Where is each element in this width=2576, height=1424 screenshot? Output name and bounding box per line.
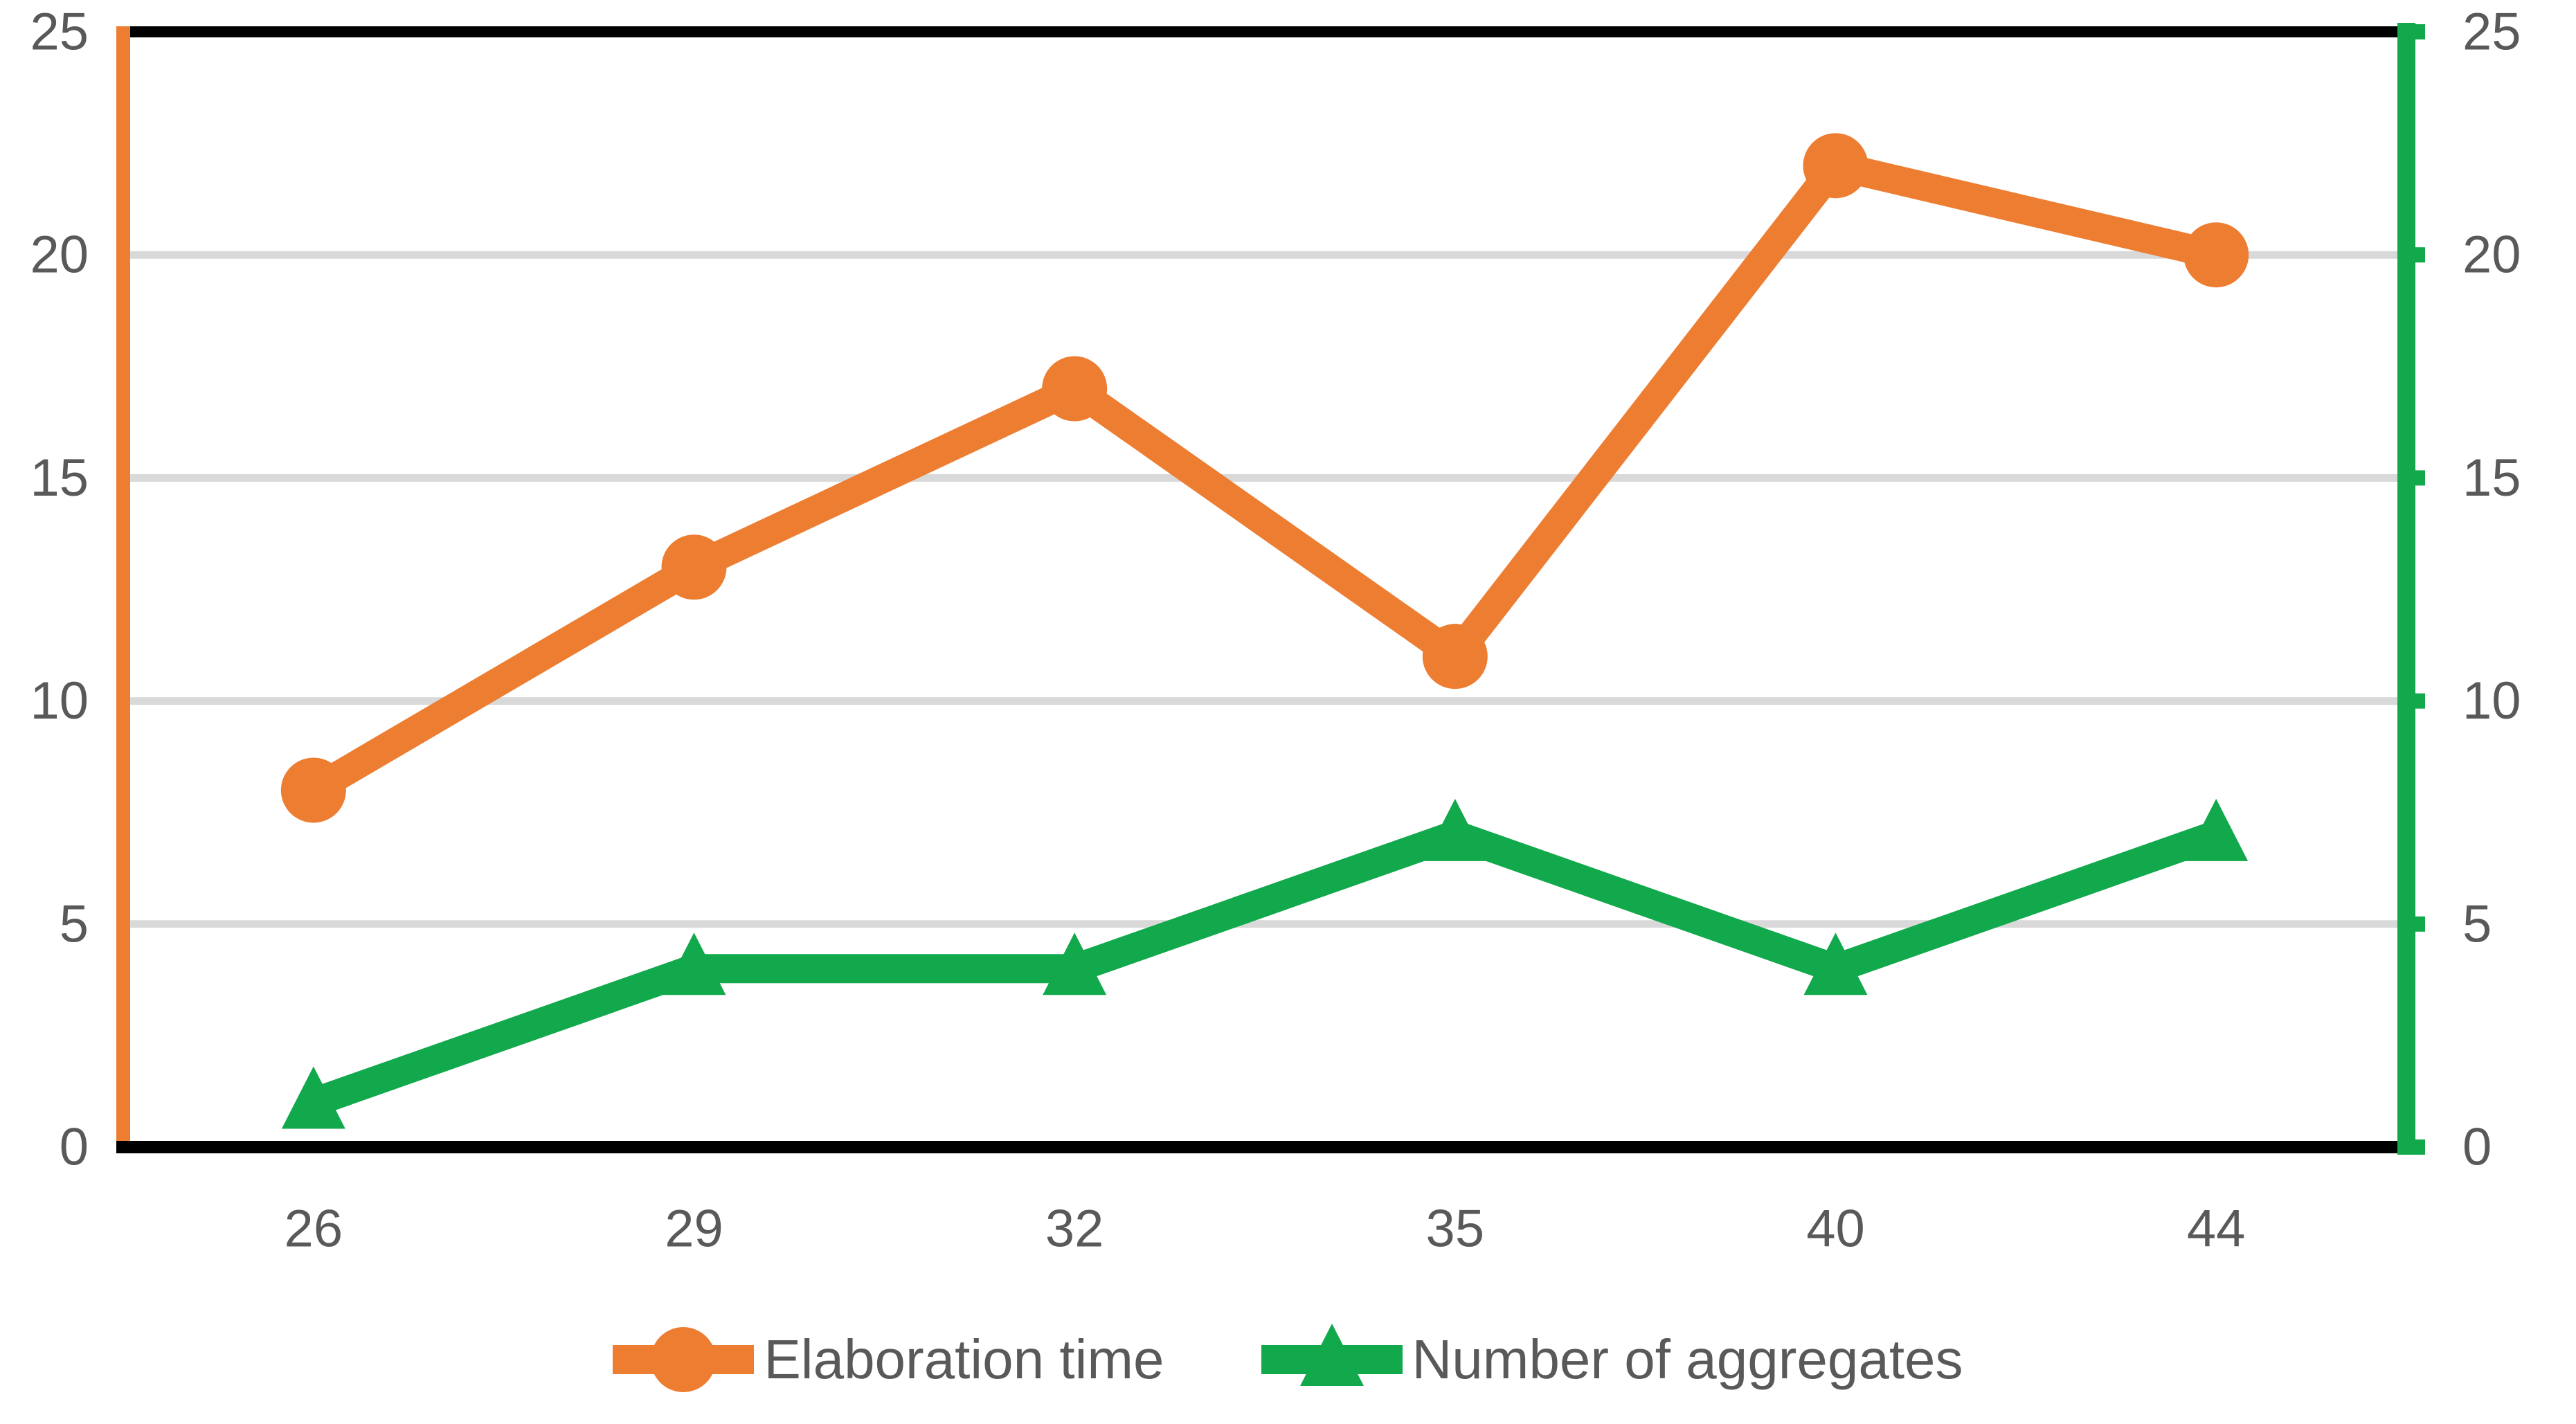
y-axis-left-tick-label: 0 xyxy=(60,1118,89,1177)
y-axis-left-tick-label: 20 xyxy=(30,226,89,285)
triangle-marker-number-of-aggregates xyxy=(1043,932,1107,995)
x-axis-tick-label: 29 xyxy=(665,1200,723,1259)
legend-circle-marker-icon xyxy=(651,1327,717,1392)
circle-marker-elaboration-time xyxy=(661,534,727,600)
circle-marker-elaboration-time xyxy=(1803,133,1868,199)
circle-marker-elaboration-time xyxy=(1422,624,1488,690)
y-axis-left-tick-label: 15 xyxy=(30,449,89,507)
triangle-marker-number-of-aggregates xyxy=(1803,932,1868,995)
circle-marker-elaboration-time xyxy=(280,757,346,823)
x-axis-tick-label: 40 xyxy=(1806,1200,1865,1259)
y-axis-left-tick-label: 5 xyxy=(60,894,89,953)
y-axis-left-tick-label: 25 xyxy=(30,3,89,62)
circle-marker-elaboration-time xyxy=(2183,222,2249,288)
triangle-marker-swatch-icon xyxy=(1261,1324,1403,1386)
y-axis-right-tick-label: 20 xyxy=(2462,226,2521,285)
plot-area: 0 0 5 5 10 10 15 15 20 20 25 25 26 29 32 35 40 44 xyxy=(30,3,2521,1259)
triangle-marker-number-of-aggregates xyxy=(2184,798,2249,861)
y-axis-right-tick-label: 5 xyxy=(2462,894,2492,953)
y-axis-left-spine xyxy=(116,26,130,1141)
y-axis-right-tick xyxy=(2397,916,2425,932)
y-axis-right-tick-label: 10 xyxy=(2462,672,2521,730)
y-axis-right-tick xyxy=(2397,693,2425,709)
legend-label-number-of-aggregates: Number of aggregates xyxy=(1412,1328,1963,1390)
y-axis-left-tick-label: 10 xyxy=(30,672,89,730)
circle-marker-swatch-icon xyxy=(613,1327,755,1392)
y-axis-right-tick xyxy=(2397,24,2425,39)
y-axis-right-tick-label: 0 xyxy=(2462,1118,2492,1177)
x-axis-tick-label: 32 xyxy=(1045,1200,1104,1259)
triangle-marker-number-of-aggregates xyxy=(662,932,726,995)
y-axis-right-spine xyxy=(2397,23,2415,1153)
legend: Elaboration time Number of aggregates xyxy=(0,1324,2576,1396)
circle-marker-elaboration-time xyxy=(1042,356,1108,422)
legend-item-number-of-aggregates: Number of aggregates xyxy=(1261,1324,1963,1396)
x-axis-tick-label: 26 xyxy=(285,1200,343,1259)
x-axis-line xyxy=(116,1141,2397,1153)
legend-label-elaboration-time: Elaboration time xyxy=(764,1328,1164,1390)
legend-triangle-marker-icon xyxy=(1299,1324,1364,1386)
legend-item-elaboration-time: Elaboration time xyxy=(613,1324,1164,1396)
triangle-marker-number-of-aggregates xyxy=(281,1066,345,1129)
series-line-number-of-aggregates xyxy=(308,820,2222,1117)
series-line-elaboration-time xyxy=(306,151,2219,803)
x-axis-tick-label: 35 xyxy=(1426,1200,1485,1259)
x-axis-tick-label: 44 xyxy=(2187,1200,2246,1259)
y-axis-right-tick xyxy=(2397,1139,2425,1155)
y-axis-right-tick-label: 25 xyxy=(2462,3,2521,62)
triangle-marker-number-of-aggregates xyxy=(1423,798,1487,861)
y-axis-right-tick xyxy=(2397,247,2425,263)
y-axis-right-tick-label: 15 xyxy=(2462,449,2521,507)
top-spine xyxy=(116,26,2415,37)
y-axis-right-tick xyxy=(2397,470,2425,486)
